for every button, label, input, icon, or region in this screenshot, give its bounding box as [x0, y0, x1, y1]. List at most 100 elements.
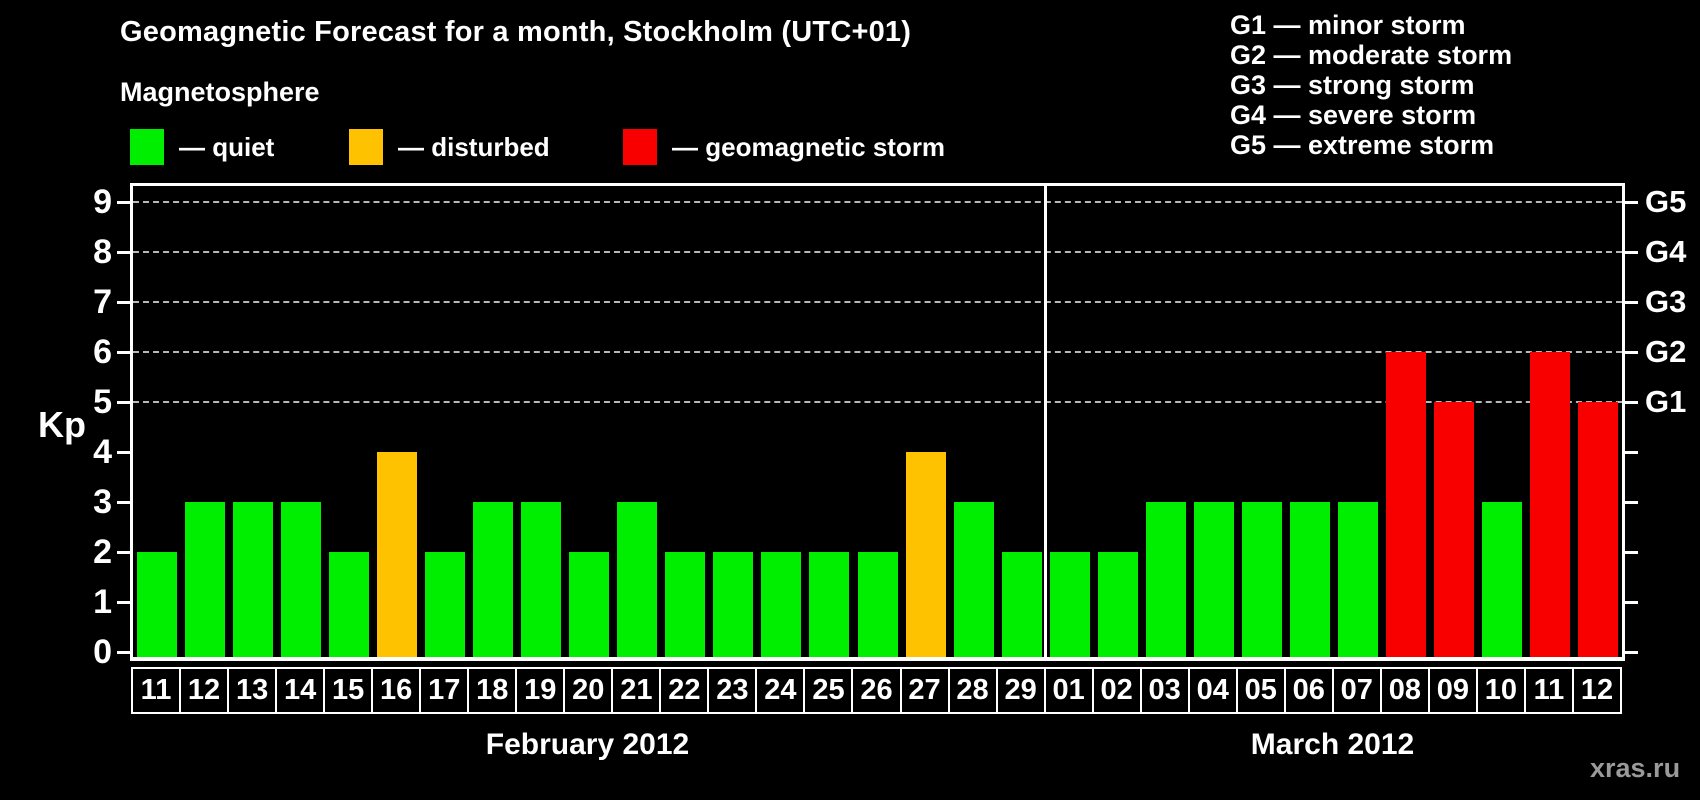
kp-bar: [665, 552, 706, 657]
kp-bar: [425, 552, 466, 657]
date-cell: 12: [179, 667, 230, 714]
right-axis-tick: [1625, 500, 1638, 504]
kp-bar: [569, 552, 610, 657]
date-cell: 23: [707, 667, 758, 714]
gridline-kp8: [133, 251, 1622, 253]
y-axis-tick-label: 0: [93, 633, 112, 671]
date-cell: 08: [1379, 667, 1430, 714]
y-axis-tick-label: 3: [93, 483, 112, 521]
y-axis-tick-label: 2: [93, 533, 112, 571]
kp-bar: [1001, 552, 1042, 657]
disturbed-label: — disturbed: [398, 131, 550, 162]
date-cell: 07: [1331, 667, 1382, 714]
y-axis-tick-label: 8: [93, 233, 112, 271]
y-axis-tick-label: 9: [93, 183, 112, 221]
legend-item-storm: — geomagnetic storm: [623, 128, 945, 166]
g5-legend-line: G5 — extreme storm: [1230, 130, 1495, 160]
date-cell: 22: [659, 667, 710, 714]
y-axis-tick: [117, 450, 130, 454]
kp-bar: [1337, 502, 1378, 657]
y-axis-tick-label: 6: [93, 333, 112, 371]
date-cell: 12: [1571, 667, 1622, 714]
date-cell: 24: [755, 667, 806, 714]
date-cell: 29: [995, 667, 1046, 714]
kp-bar: [1145, 502, 1186, 657]
x-axis-date-row: 11 12 13 14 15 16 17 18 19 20 21 22 23 24 25 26 27 28 29 01…: [131, 667, 1622, 714]
kp-bar: [953, 502, 994, 657]
kp-bar: [1529, 352, 1570, 657]
y-axis-tick-label: 4: [93, 433, 112, 471]
right-axis-tick: [1625, 350, 1638, 354]
kp-bar: [1097, 552, 1138, 657]
gridline-kp7: [133, 301, 1622, 303]
quiet-color-swatch: [130, 129, 164, 165]
date-cell: 02: [1091, 667, 1142, 714]
date-cell: 27: [899, 667, 950, 714]
g2-legend-line: G2 — moderate storm: [1230, 40, 1513, 70]
month-label-february: February 2012: [485, 728, 690, 761]
magnetosphere-label: Magnetosphere: [120, 77, 320, 107]
disturbed-color-swatch: [349, 129, 383, 165]
date-cell: 19: [515, 667, 566, 714]
right-axis-tick: [1625, 400, 1638, 404]
y-axis-tick: [117, 300, 130, 304]
right-axis-label-g2: G2: [1645, 334, 1687, 369]
date-cell: 13: [227, 667, 278, 714]
right-axis-label-g4: G4: [1645, 234, 1687, 269]
kp-bar: [905, 452, 946, 657]
y-axis-tick: [117, 500, 130, 504]
gridline-kp9: [133, 201, 1622, 203]
g4-legend-line: G4 — severe storm: [1230, 100, 1477, 130]
month-separator-line: [1044, 186, 1048, 657]
right-axis-tick: [1625, 550, 1638, 554]
right-axis-label-g1: G1: [1645, 384, 1687, 419]
y-axis-tick-label: 7: [93, 283, 112, 321]
y-axis-tick-label: 1: [93, 583, 112, 621]
y-axis-tick: [117, 650, 130, 654]
kp-bar: [1241, 502, 1282, 657]
plot-area: [130, 183, 1625, 661]
date-cell: 01: [1043, 667, 1094, 714]
legend-item-quiet: — quiet: [130, 128, 274, 166]
date-cell: 06: [1283, 667, 1334, 714]
g3-legend-line: G3 — strong storm: [1230, 70, 1475, 100]
date-cell: 14: [275, 667, 326, 714]
y-axis-tick: [117, 250, 130, 254]
right-axis-tick: [1625, 450, 1638, 454]
right-axis-label-g3: G3: [1645, 284, 1687, 319]
kp-bar: [761, 552, 802, 657]
kp-bar: [1193, 502, 1234, 657]
right-axis-tick: [1625, 300, 1638, 304]
y-axis-tick: [117, 600, 130, 604]
y-axis-tick: [117, 400, 130, 404]
date-cell: 26: [851, 667, 902, 714]
storm-scale-legend: G1 — minor storm G2 — moderate storm G3 …: [1230, 10, 1512, 160]
y-axis-tick: [117, 350, 130, 354]
date-cell: 21: [611, 667, 662, 714]
kp-bar: [185, 502, 226, 657]
date-cell: 11: [1523, 667, 1574, 714]
month-label-march: March 2012: [1250, 728, 1415, 761]
kp-bar: [1577, 402, 1618, 657]
watermark: xras.ru: [1590, 753, 1681, 783]
date-cell: 20: [563, 667, 614, 714]
date-cell: 15: [323, 667, 374, 714]
kp-bar: [137, 552, 178, 657]
kp-bar: [233, 502, 274, 657]
kp-bar: [377, 452, 418, 657]
storm-color-swatch: [623, 129, 657, 165]
storm-label: — geomagnetic storm: [672, 131, 946, 162]
date-cell: 16: [371, 667, 422, 714]
y-axis-tick: [117, 550, 130, 554]
y-axis-tick: [117, 200, 130, 204]
kp-bar: [1433, 402, 1474, 657]
kp-bar: [521, 502, 562, 657]
date-cell: 28: [947, 667, 998, 714]
date-cell: 09: [1427, 667, 1478, 714]
y-axis-title: Kp: [38, 404, 86, 445]
date-cell: 11: [131, 667, 182, 714]
kp-bar: [617, 502, 658, 657]
date-cell: 25: [803, 667, 854, 714]
gridline-kp6: [133, 351, 1622, 353]
